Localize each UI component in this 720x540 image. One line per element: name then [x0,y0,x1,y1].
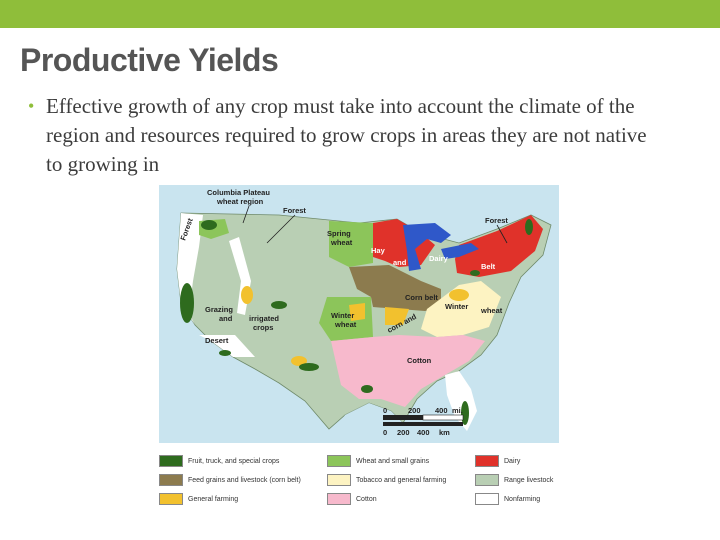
label-irrigated-1: irrigated [249,314,279,323]
legend-item-tobacco: Tobacco and general farming [327,473,446,487]
legend-swatch [327,455,351,467]
legend-item-special-crops: Fruit, truck, and special crops [159,454,279,468]
general-farming-3 [241,286,253,304]
spring-wheat [329,221,373,267]
label-columbia-2: wheat region [216,197,264,206]
scale-mi-200: 200 [408,406,421,415]
legend-label: Feed grains and livestock (corn belt) [188,476,301,484]
label-forest-west: Forest [283,206,306,215]
special-crops-9 [525,219,533,235]
general-farming-4 [291,356,307,366]
special-crops-5 [361,385,373,393]
scale-bar-km [383,422,463,426]
label-hay: Hay [371,246,386,255]
scale-km-400: 400 [417,428,430,437]
gulf-water [329,403,417,443]
special-crops-2 [201,220,217,230]
label-grazing-2: and [219,314,233,323]
label-spring-wheat-2: wheat [330,238,353,247]
general-farming-2 [349,303,365,321]
legend-label: Tobacco and general farming [356,476,447,484]
slide-title: Productive Yields [20,42,279,78]
land-use-figure: Columbia Plateau wheat region Forest For… [159,185,559,515]
bullet-list: • Effective growth of any crop must take… [28,92,668,179]
florida [445,371,477,431]
special-crops-3 [271,301,287,309]
scale-mi-unit: mi. [452,406,463,415]
label-dairy: Dairy [429,254,449,263]
dairy-region [373,219,435,267]
legend-label: Fruit, truck, and special crops [188,457,280,465]
desert-area [199,335,255,357]
legend-swatch [475,493,499,505]
general-farming-5 [449,289,469,301]
legend-item-dairy: Dairy [475,454,520,468]
label-wheat-east: wheat [480,306,503,315]
leader-forest-west [266,214,296,244]
legend-label: Nonfarming [504,495,541,503]
special-crops-6 [470,270,480,276]
dairy-northeast [455,215,543,277]
top-accent-bar [0,0,720,28]
legend-label: Cotton [356,495,377,503]
label-forest-ne: Forest [485,216,508,225]
label-winter-wheat-1: Winter [331,311,354,320]
us-agriculture-map: Columbia Plateau wheat region Forest For… [159,185,559,443]
legend-swatch [159,474,183,486]
legend-item-wheat: Wheat and small grains [327,454,429,468]
scale-bar-mi-alt [422,414,464,421]
legend-item-feed-grains: Feed grains and livestock (corn belt) [159,473,301,487]
legend-swatch [159,493,183,505]
label-belt: Belt [481,262,496,271]
legend-swatch [327,474,351,486]
legend-item-nonfarming: Nonfarming [475,492,540,506]
legend-label: General farming [188,495,239,503]
map-legend: Fruit, truck, and special crops Feed gra… [159,452,559,512]
legend-item-cotton: Cotton [327,492,377,506]
label-desert: Desert [205,336,229,345]
scale-km-unit: km [439,428,450,437]
general-farming-1 [385,307,409,325]
label-corn-belt: Corn belt [405,293,438,302]
scale-mi-400: 400 [435,406,448,415]
legend-label: Dairy [504,457,521,465]
map-scale: 0 200 400 mi. 0 200 400 km [383,406,464,437]
leader-forest-ne [496,224,508,244]
scale-mi-0: 0 [383,406,387,415]
bullet-dot-icon: • [28,96,35,116]
corn-belt [349,265,441,311]
legend-swatch [475,455,499,467]
label-spring-wheat-1: Spring [327,229,351,238]
legend-item-range-livestock: Range livestock [475,473,553,487]
label-cotton: Cotton [407,356,432,365]
great-lakes [403,223,451,271]
legend-swatch [327,493,351,505]
bullet-text: Effective growth of any crop must take i… [46,94,647,176]
legend-item-general-farming: General farming [159,492,238,506]
legend-swatch [475,474,499,486]
legend-label: Range livestock [504,476,554,484]
lake-erie-ontario [441,243,479,259]
legend-label: Wheat and small grains [356,457,430,465]
scale-km-0: 0 [383,428,387,437]
map-graphic: Columbia Plateau wheat region Forest For… [176,188,552,443]
leader-columbia [242,205,250,224]
label-and: and [393,258,407,267]
label-irrigated-2: crops [253,323,273,332]
legend-swatch [159,455,183,467]
bullet-item: • Effective growth of any crop must take… [28,92,668,179]
label-winter-wheat-2: wheat [334,320,357,329]
special-crops-4 [299,363,319,371]
label-columbia-1: Columbia Plateau [207,188,270,197]
special-crops-1 [180,283,194,323]
scale-km-200: 200 [397,428,410,437]
tobacco-region [421,281,501,337]
label-winter-wheat-east: Winter [445,302,468,311]
special-crops-8 [219,350,231,356]
label-grazing-1: Grazing [205,305,233,314]
